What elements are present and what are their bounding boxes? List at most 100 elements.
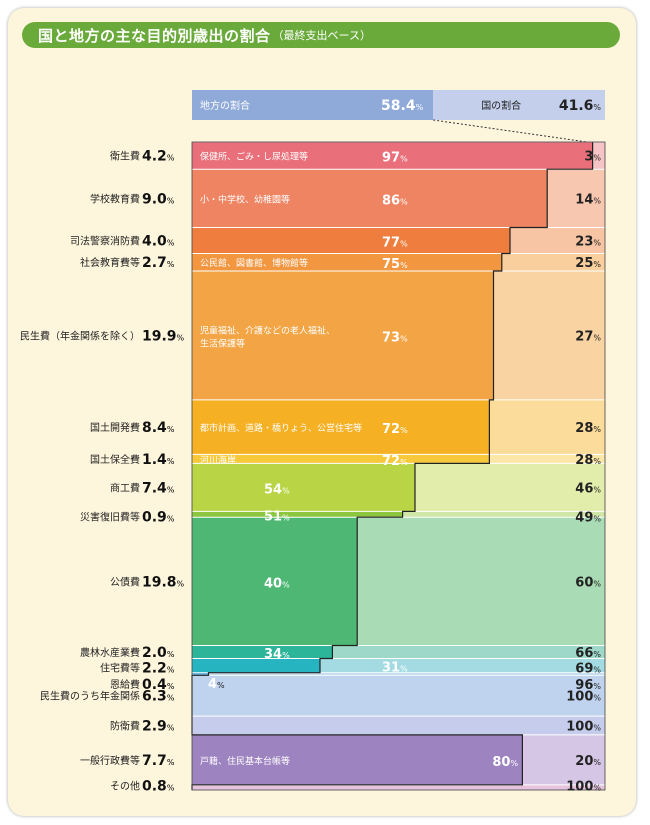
bar-national-13 bbox=[192, 675, 605, 717]
national-pct-2: 23% bbox=[575, 234, 601, 249]
category-label-2: 司法警察消防費 bbox=[70, 234, 140, 247]
local-pct-10: 34% bbox=[264, 647, 290, 662]
bar-local-6 bbox=[192, 454, 490, 464]
bar-national-11 bbox=[320, 658, 605, 673]
bar-national-2 bbox=[510, 227, 605, 254]
share-label-0: 4.2% bbox=[142, 149, 175, 165]
category-label-3: 社会教育費等 bbox=[80, 256, 140, 269]
local-pct-11: 31% bbox=[382, 661, 408, 676]
bar-local-5 bbox=[192, 399, 490, 455]
share-label-3: 2.7% bbox=[142, 255, 175, 271]
category-label-15: 一般行政費等 bbox=[80, 754, 140, 767]
chart-title: 国と地方の主な目的別歳出の割合 bbox=[38, 26, 271, 45]
bar-local-15 bbox=[192, 734, 523, 785]
category-label-7: 商工費 bbox=[110, 481, 140, 494]
share-label-10: 2.0% bbox=[142, 645, 175, 661]
national-pct-9: 60% bbox=[575, 575, 601, 590]
share-label-1: 9.0% bbox=[142, 191, 175, 207]
header-national-bar bbox=[433, 90, 605, 120]
local-pct-8: 51% bbox=[264, 509, 290, 524]
bar-national-8 bbox=[402, 511, 605, 518]
share-label-14: 2.9% bbox=[142, 719, 175, 735]
bar-local-3 bbox=[192, 253, 502, 271]
share-label-13: 6.3% bbox=[142, 689, 175, 705]
header-local-pct: 58.4% bbox=[381, 98, 424, 114]
bar-local-9 bbox=[192, 517, 358, 646]
category-label-8: 災害復旧費等 bbox=[80, 510, 140, 523]
category-label-1: 学校教育費 bbox=[90, 192, 140, 205]
bar-national-4 bbox=[493, 270, 605, 400]
category-label-12: 恩給費 bbox=[110, 678, 140, 691]
title-bar: 国と地方の主な目的別歳出の割合 （最終支出ベース） bbox=[22, 22, 620, 48]
share-label-15: 7.7% bbox=[142, 753, 175, 769]
national-pct-10: 66% bbox=[575, 646, 601, 661]
national-pct-5: 28% bbox=[575, 421, 601, 436]
bar-national-15 bbox=[522, 734, 605, 785]
share-label-16: 0.8% bbox=[142, 778, 175, 794]
category-label-0: 衛生費 bbox=[110, 150, 140, 163]
desc-label-6: 河川海岸 bbox=[200, 454, 236, 466]
bar-local-11 bbox=[192, 658, 321, 673]
share-label-12: 0.4% bbox=[142, 677, 175, 693]
desc-label-3: 公民館、図書館、博物館等 bbox=[200, 257, 308, 269]
desc-label-0: 保健所、ごみ・し尿処理等 bbox=[200, 151, 308, 163]
category-label-9: 公債費 bbox=[110, 575, 140, 588]
national-pct-1: 14% bbox=[575, 192, 601, 207]
share-label-6: 1.4% bbox=[142, 452, 175, 468]
national-pct-4: 27% bbox=[575, 329, 601, 344]
category-label-14: 防衛費 bbox=[110, 720, 140, 733]
bar-national-7 bbox=[415, 463, 605, 512]
bar-local-2 bbox=[192, 227, 511, 254]
bar-national-3 bbox=[501, 253, 605, 271]
national-pct-6: 28% bbox=[575, 453, 601, 468]
category-label-5: 国土開発費 bbox=[90, 421, 140, 434]
bar-national-0 bbox=[592, 142, 605, 170]
local-pct-5: 72% bbox=[382, 422, 408, 437]
header-connector bbox=[433, 119, 588, 143]
national-pct-7: 46% bbox=[575, 481, 601, 496]
desc-label-4-b: 生活保護等 bbox=[200, 337, 245, 349]
national-pct-11: 69% bbox=[575, 662, 601, 677]
local-pct-7: 54% bbox=[264, 482, 290, 497]
local-pct-2: 77% bbox=[382, 235, 408, 250]
bar-local-12 bbox=[192, 672, 209, 676]
share-label-4: 19.9% bbox=[142, 328, 185, 344]
share-label-9: 19.8% bbox=[142, 574, 185, 590]
national-pct-15: 20% bbox=[575, 754, 601, 769]
bar-national-12 bbox=[208, 672, 605, 676]
category-label-16: その他 bbox=[110, 779, 140, 792]
bar-national-16 bbox=[192, 784, 605, 790]
national-pct-0: 3% bbox=[584, 150, 601, 165]
bar-national-9 bbox=[357, 517, 605, 646]
bar-local-10 bbox=[192, 645, 333, 659]
local-pct-1: 86% bbox=[382, 193, 408, 208]
national-pct-12: 96% bbox=[575, 678, 601, 693]
bar-local-0 bbox=[192, 142, 593, 170]
bar-local-8 bbox=[192, 511, 403, 518]
bar-national-14 bbox=[192, 716, 605, 735]
share-label-11: 2.2% bbox=[142, 661, 175, 677]
bar-national-5 bbox=[489, 399, 605, 455]
local-pct-9: 40% bbox=[264, 576, 290, 591]
local-pct-6: 72% bbox=[382, 454, 408, 469]
share-label-2: 4.0% bbox=[142, 233, 175, 249]
header-national-label: 国の割合 bbox=[481, 99, 521, 112]
category-label-11: 住宅費等 bbox=[100, 662, 140, 675]
local-pct-0: 97% bbox=[382, 151, 408, 166]
chart-subtitle: （最終支出ベース） bbox=[272, 29, 371, 42]
bar-national-6 bbox=[489, 454, 605, 464]
bar-local-4 bbox=[192, 270, 494, 400]
desc-label-1: 小・中学校、幼稚園等 bbox=[200, 193, 290, 205]
national-pct-13: 100% bbox=[566, 690, 601, 705]
national-pct-16: 100% bbox=[566, 779, 601, 794]
local-pct-3: 75% bbox=[382, 257, 408, 272]
share-label-7: 7.4% bbox=[142, 480, 175, 496]
national-pct-14: 100% bbox=[566, 720, 601, 735]
header-national-pct: 41.6% bbox=[559, 98, 602, 114]
bar-national-10 bbox=[332, 645, 605, 659]
bar-local-7 bbox=[192, 463, 416, 512]
chart-frame bbox=[191, 141, 606, 791]
local-pct-12: 4% bbox=[208, 677, 225, 692]
bar-national-1 bbox=[547, 169, 605, 228]
